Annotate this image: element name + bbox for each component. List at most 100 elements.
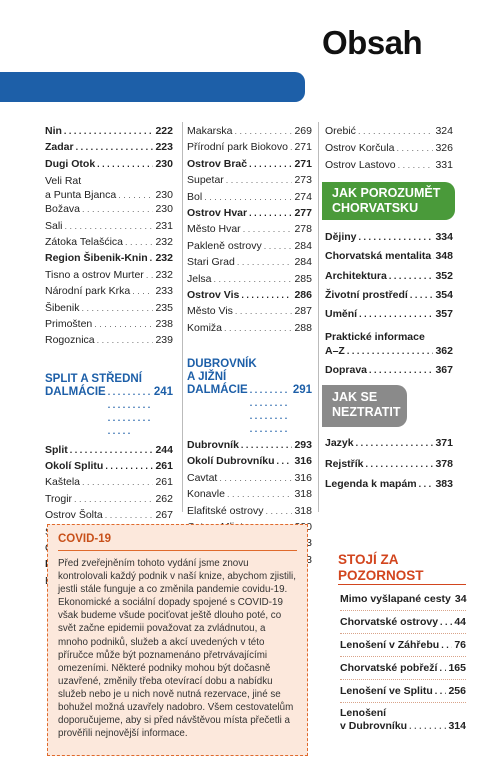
toc-page-number: 383 [435,478,453,490]
toc-entry[interactable]: Legenda k mapám 383 [325,478,453,499]
toc-page-number: 34 [454,593,467,605]
toc-entry[interactable]: Lenošení v Záhřebu 76 [340,634,466,657]
toc-page-number: 233 [155,285,173,298]
toc-page-number: 291 [292,384,312,397]
toc-leader [70,445,154,455]
toc-entry[interactable]: Region Šibenik-Knin 232 [45,252,173,268]
toc-entry[interactable]: Elafitské ostrovy 318 [187,505,312,521]
toc-entry-title: Zadar [45,141,74,154]
toc-entry[interactable]: Tisno a ostrov Murter 232 [45,269,173,285]
toc-entry[interactable]: Město Hvar 278 [187,223,312,239]
toc-page-number: 261 [155,460,173,473]
toc-page-number: 232 [155,235,173,248]
toc-page-number: 367 [435,364,453,377]
toc-page-number: 261 [155,476,173,489]
toc-entry-title: Kaštela [45,476,81,489]
toc-page-number: 230 [155,157,173,170]
toc-leader [249,208,292,218]
toc-entry[interactable]: Rejstřík 378 [325,458,453,479]
toc-column-3b: Dějiny334Chorvatská mentalita348Architek… [325,231,453,384]
toc-leader [277,456,293,466]
toc-entry[interactable]: Rogoznica 239 [45,334,173,350]
toc-entry-title: Lenošení ve Splitu [340,685,433,697]
toc-entry[interactable]: Umění 357 [325,308,453,327]
section-box-jak-se-neztratit: JAK SE NEZTRATIT [322,385,407,427]
toc-leader [224,323,292,333]
toc-entry[interactable]: Cavtat 316 [187,472,312,488]
toc-entry[interactable]: Konavle 318 [187,488,312,504]
toc-entry-title: Mimo vyšlapané cesty [340,593,451,605]
toc-entry[interactable]: Ostrov Vis 286 [187,289,312,305]
toc-leader [389,271,434,281]
toc-entry[interactable]: Stari Grad 284 [187,256,312,272]
toc-entry[interactable]: Životní prostředí 354 [325,289,453,308]
toc-entry[interactable]: Ostrov Šolta 267 [45,509,173,525]
toc-entry-title: Lenošení [340,707,387,719]
toc-entry-title: Split [45,443,68,456]
toc-entry[interactable]: Božava 230 [45,203,173,219]
section-title-line: JAK POROZUMĚT [332,186,441,200]
toc-entry[interactable]: Národní park Krka 233 [45,285,173,301]
toc-entry[interactable]: Nin 222 [45,125,173,141]
toc-entry[interactable]: Doprava 367 [325,364,453,384]
toc-entry[interactable]: Orebić 324 [325,125,453,142]
toc-entry[interactable]: Split 244 [45,444,173,460]
toc-entry[interactable]: Mimo vyšlapané cesty 34 [340,588,467,611]
toc-entry[interactable]: Komiža 288 [187,322,312,338]
toc-entry-title: Město Vis [187,305,233,318]
toc-entry-title: Konavle [187,488,225,501]
toc-entry-title: Nin [45,125,62,137]
toc-entry[interactable]: Architektura 352 [325,270,453,289]
toc-entry[interactable]: Supetar 273 [187,174,312,190]
toc-entry[interactable]: Bol 274 [187,191,312,207]
toc-entry[interactable]: Ostrov Brač 271 [187,158,312,174]
toc-entry[interactable]: Primošten 238 [45,318,173,334]
toc-entry[interactable]: Chorvatské ostrovy 44 [340,611,466,634]
toc-entry[interactable]: Ostrov Korčula 326 [325,142,453,159]
toc-entry[interactable]: Chorvatské pobřeží 165 [340,657,466,680]
toc-entry[interactable]: Dubrovník 293 [187,439,312,455]
toc-leader [369,365,433,375]
toc-entry[interactable]: Přírodní park Biokovo 271 [187,141,312,157]
toc-entry[interactable]: Okolí Splitu 261 [45,460,173,476]
toc-entry[interactable]: Jazyk 371 [325,437,453,458]
page-title: Obsah [322,24,423,61]
toc-entry[interactable]: Sali 231 [45,220,173,236]
toc-entry[interactable]: Chorvatská mentalita348 [325,250,453,269]
toc-entry[interactable]: Zadar 223 [45,141,173,157]
toc-leader [265,506,292,516]
toc-entry[interactable]: Trogir 262 [45,493,173,509]
toc-entry[interactable]: Město Vis 287 [187,305,312,321]
toc-entry[interactable]: Jelsa 285 [187,273,312,289]
toc-entry[interactable]: Ostrov Lastovo 331 [325,159,453,176]
toc-entry-title: Pakleně ostrovy [187,239,262,252]
section-title-line: CHORVATSKU [332,201,419,215]
toc-leader [105,510,154,520]
toc-entry[interactable]: Zátoka Telašćica 232 [45,236,173,252]
toc-entry[interactable]: Okolí Dubrovníku 316 [187,455,312,471]
toc-entry[interactable]: Lenošení ve Splitu 256 [340,680,466,703]
toc-entry[interactable]: Kaštela 261 [45,476,173,492]
toc-entry[interactable]: Dějiny 334 [325,231,453,250]
toc-entry-title: Doprava [325,364,368,377]
toc-leader [441,640,452,650]
toc-page-number: 334 [435,231,453,243]
toc-entry[interactable]: Dugi Otok 230 [45,158,173,174]
toc-entry[interactable]: Šibenik 235 [45,302,173,318]
toc-page-number: 316 [294,455,312,468]
toc-page-number: 44 [454,616,466,628]
toc-page-number: 285 [294,272,312,285]
toc-leader [359,309,433,319]
toc-page-number: 256 [448,685,466,697]
toc-entry[interactable]: Makarska 269 [187,125,312,141]
toc-entry[interactable]: Ostrov Hvar 277 [187,207,312,223]
toc-page-number: 326 [435,142,453,155]
toc-entry[interactable]: Pakleně ostrovy 284 [187,240,312,256]
toc-entry-title: Primošten [45,317,93,330]
toc-entry-title: Makarska [187,125,233,137]
